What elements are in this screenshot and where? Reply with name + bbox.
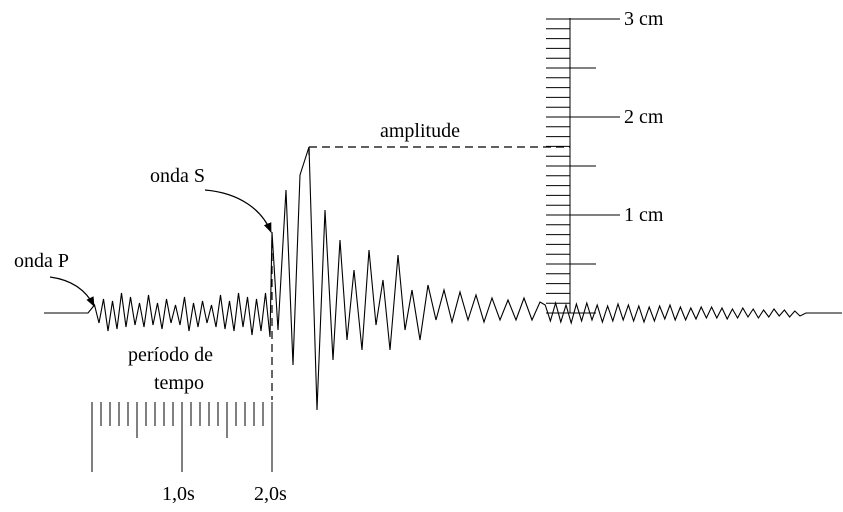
period-label-line2: tempo (154, 372, 204, 394)
wave-p-arrow (49, 276, 95, 307)
amplitude-label: amplitude (380, 120, 460, 142)
period-label-line1: período de (128, 344, 213, 366)
amplitude-scale-ticks (546, 18, 620, 314)
time-label-1s: 1,0s (162, 483, 195, 505)
time-scale: 1,0s 2,0s (91, 402, 287, 505)
wave-s-label: onda S (150, 165, 205, 187)
amplitude-label-1cm: 1 cm (624, 204, 664, 226)
wave-s-arrow (204, 189, 272, 233)
amplitude-label-2cm: 2 cm (624, 106, 664, 128)
amplitude-label-3cm: 3 cm (624, 8, 664, 30)
time-scale-ticks (91, 402, 273, 472)
seismic-trace (44, 146, 842, 411)
time-label-2s: 2,0s (254, 483, 287, 505)
amplitude-scale: 1 cm 2 cm 3 cm (546, 8, 664, 314)
wave-p-label: onda P (14, 250, 69, 272)
